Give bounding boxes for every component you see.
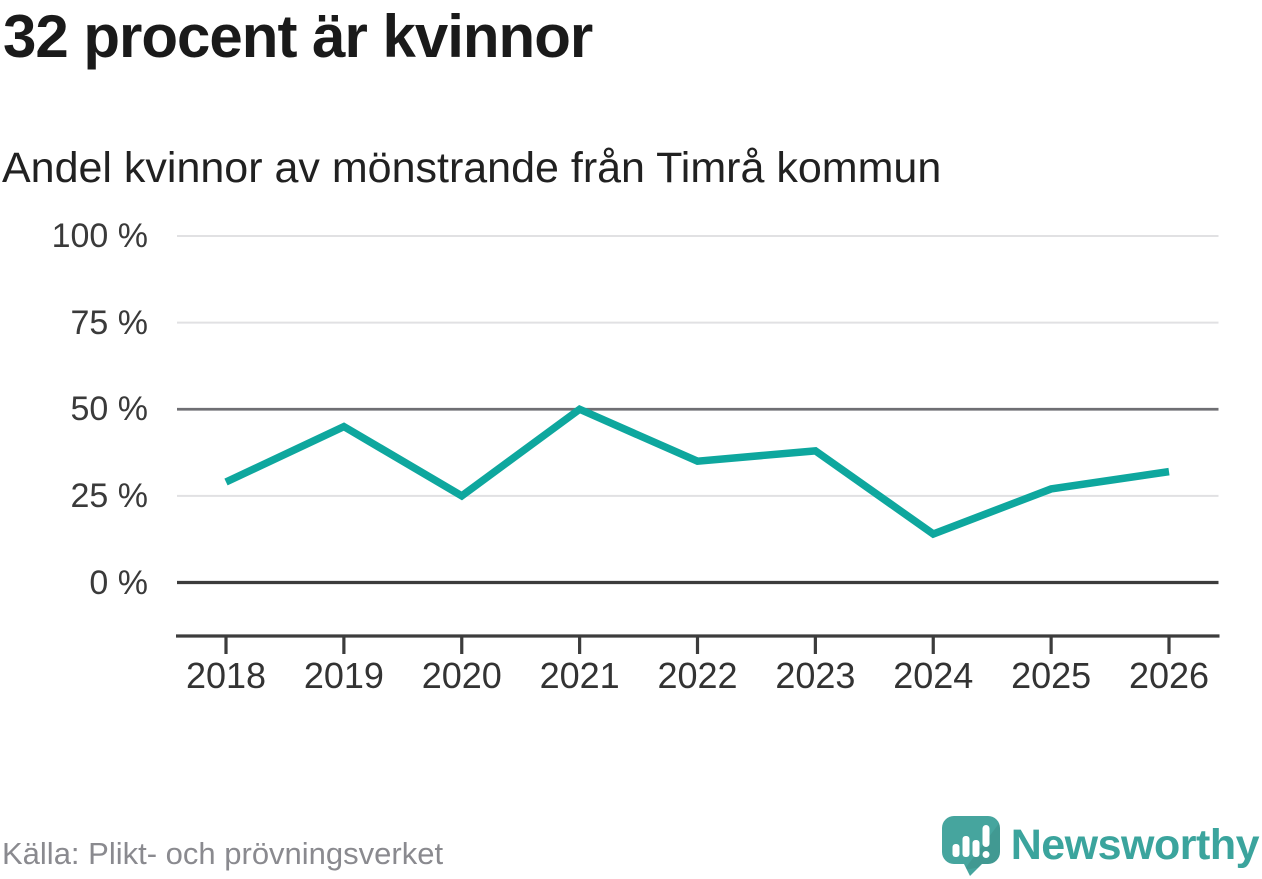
bubble-fold-shade — [963, 822, 1000, 870]
source-note: Källa: Plikt- och prövningsverket — [2, 836, 444, 871]
x-axis-tick-label: 2022 — [657, 655, 738, 696]
chart-subtitle: Andel kvinnor av mönstrande från Timrå k… — [2, 144, 942, 192]
brand-name: Newsworthy — [1010, 821, 1260, 869]
x-axis-tick-label: 2020 — [421, 655, 502, 696]
exclamation-dot — [982, 851, 990, 858]
y-axis-tick-label: 0 % — [89, 563, 148, 602]
x-axis-tick-label: 2018 — [185, 655, 267, 696]
y-axis-tick-label: 25 % — [70, 476, 149, 515]
mini-bar-chart-glyph — [952, 825, 990, 858]
page-title: 32 procent är kvinnor — [3, 3, 593, 70]
y-axis-tick-label: 100 % — [51, 217, 148, 255]
x-axis-tick-label: 2026 — [1128, 655, 1210, 696]
x-axis-tick-label: 2024 — [893, 655, 974, 696]
y-axis-tick-label: 50 % — [70, 390, 149, 429]
y-axis-tick-label: 75 % — [70, 303, 149, 342]
newsworthy-logo-icon — [941, 816, 1000, 876]
x-axis-tick-label: 2019 — [303, 655, 384, 696]
x-axis-tick-label: 2025 — [1011, 655, 1092, 696]
x-axis-tick-label: 2023 — [775, 655, 856, 696]
data-line-andel-kvinnor — [224, 404, 1170, 539]
newsworthy-logo: Newsworthy — [940, 813, 1260, 877]
x-axis-tick-label: 2021 — [539, 655, 620, 696]
exclamation-bar — [982, 825, 990, 847]
